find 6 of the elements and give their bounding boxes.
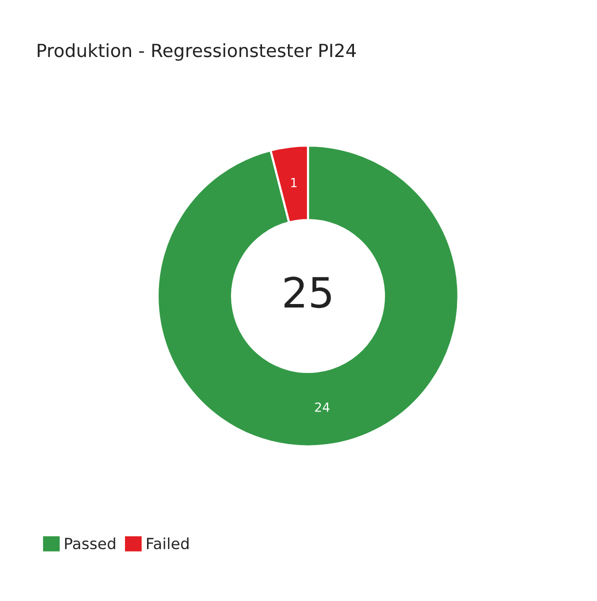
data-label: 24 — [315, 402, 330, 412]
text: 25 — [284, 276, 331, 308]
data-label: 1 — [291, 178, 297, 188]
legend-label: Passed — [65, 537, 116, 550]
legend-label: Failed — [147, 537, 188, 550]
chart-title: Produktion - Regressionstester PI24 — [38, 43, 356, 61]
